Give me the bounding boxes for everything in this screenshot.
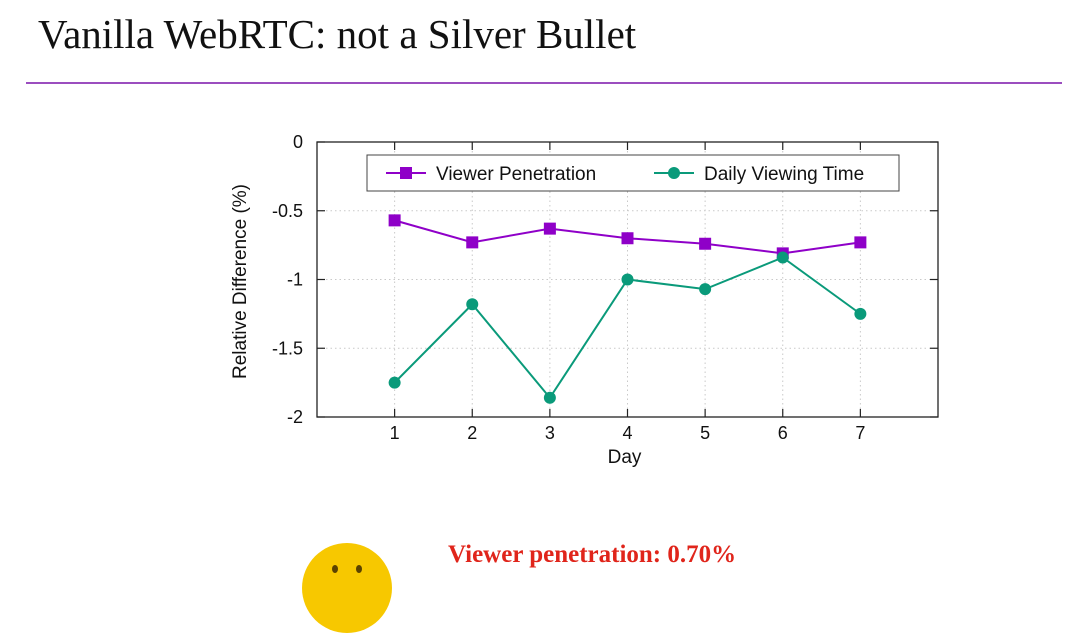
emoji-right-eye — [356, 565, 362, 573]
title-divider — [26, 82, 1062, 84]
y-tick-label: -1.5 — [272, 338, 303, 358]
x-tick-label: 1 — [390, 423, 400, 443]
x-tick-label: 6 — [778, 423, 788, 443]
data-point-square — [621, 232, 634, 245]
x-tick-label: 3 — [545, 423, 555, 443]
y-tick-label: -2 — [287, 407, 303, 427]
legend-marker-circle — [668, 167, 680, 179]
x-tick-label: 5 — [700, 423, 710, 443]
data-point-square — [543, 222, 556, 235]
data-point-circle — [699, 283, 712, 296]
data-point-square — [466, 236, 479, 249]
y-tick-label: -1 — [287, 270, 303, 290]
x-tick-label: 2 — [467, 423, 477, 443]
emoji-left-eye — [332, 565, 338, 573]
data-point-circle — [621, 273, 634, 286]
data-point-circle — [854, 307, 867, 320]
x-tick-label: 4 — [622, 423, 632, 443]
x-axis-label: Day — [608, 447, 642, 468]
y-tick-label: -0.5 — [272, 201, 303, 221]
data-point-square — [854, 236, 867, 249]
slide-title: Vanilla WebRTC: not a Silver Bullet — [38, 11, 637, 57]
data-point-circle — [388, 376, 401, 389]
data-point-square — [699, 237, 712, 250]
y-axis-label: Relative Difference (%) — [230, 184, 251, 379]
data-point-circle — [543, 391, 556, 404]
data-point-circle — [776, 251, 789, 264]
data-point-square — [388, 214, 401, 227]
legend-label: Viewer Penetration — [436, 164, 596, 185]
legend-box — [366, 154, 900, 192]
line-chart: 0 -0.5 -1 -1.5 -2 1 2 3 4 5 6 7 Day Relative Differen… — [230, 132, 939, 468]
summary-caption: Viewer penetration: 0.70% — [448, 541, 737, 568]
smiley-face-icon — [302, 543, 392, 633]
legend-label: Daily Viewing Time — [704, 164, 864, 185]
x-tick-label: 7 — [855, 423, 865, 443]
data-point-circle — [466, 298, 479, 311]
y-tick-label: 0 — [293, 132, 303, 152]
legend-marker-square — [400, 167, 412, 179]
